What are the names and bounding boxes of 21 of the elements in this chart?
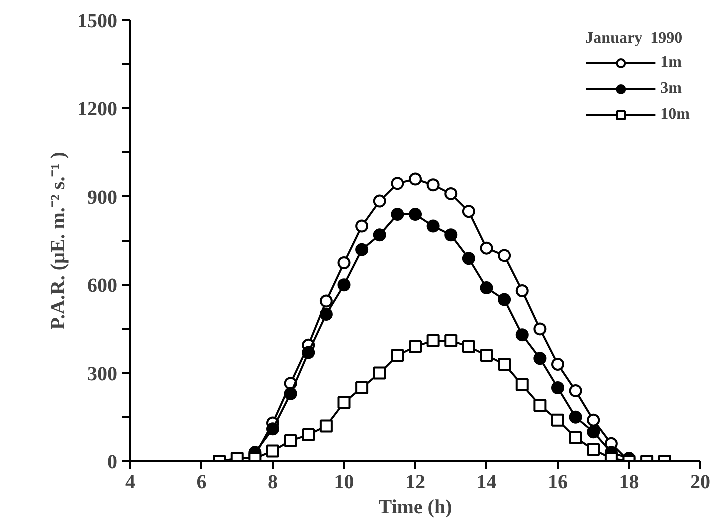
x-tick-label: 18 <box>619 472 640 494</box>
x-tick-label: 20 <box>690 472 710 494</box>
y-tick-label: 900 <box>88 186 118 209</box>
x-tick-label: 12 <box>406 472 426 494</box>
x-tick-label: 14 <box>476 472 497 494</box>
x-tick-label: 4 <box>126 472 136 494</box>
y-tick-label: 600 <box>88 275 118 298</box>
y-tick-label: 0 <box>108 452 118 474</box>
y-tick-label: 1200 <box>78 98 118 121</box>
x-tick-label: 10 <box>334 472 354 494</box>
y-tick-label: 1500 <box>78 10 118 32</box>
legend-label: 1m <box>660 54 682 72</box>
legend-title: January 1990 <box>586 30 684 48</box>
legend-label: 10m <box>660 106 690 124</box>
x-tick-label: 8 <box>268 472 278 494</box>
legend-label: 3m <box>660 80 682 98</box>
x-tick-label: 6 <box>196 472 207 494</box>
x-tick-label: 16 <box>548 472 568 494</box>
x-axis-title: Time (h) <box>378 496 452 518</box>
y-tick-label: 300 <box>88 363 118 386</box>
y-axis-title: P.A.R. (μE. m.⁻² s.⁻¹ ) <box>48 152 70 330</box>
